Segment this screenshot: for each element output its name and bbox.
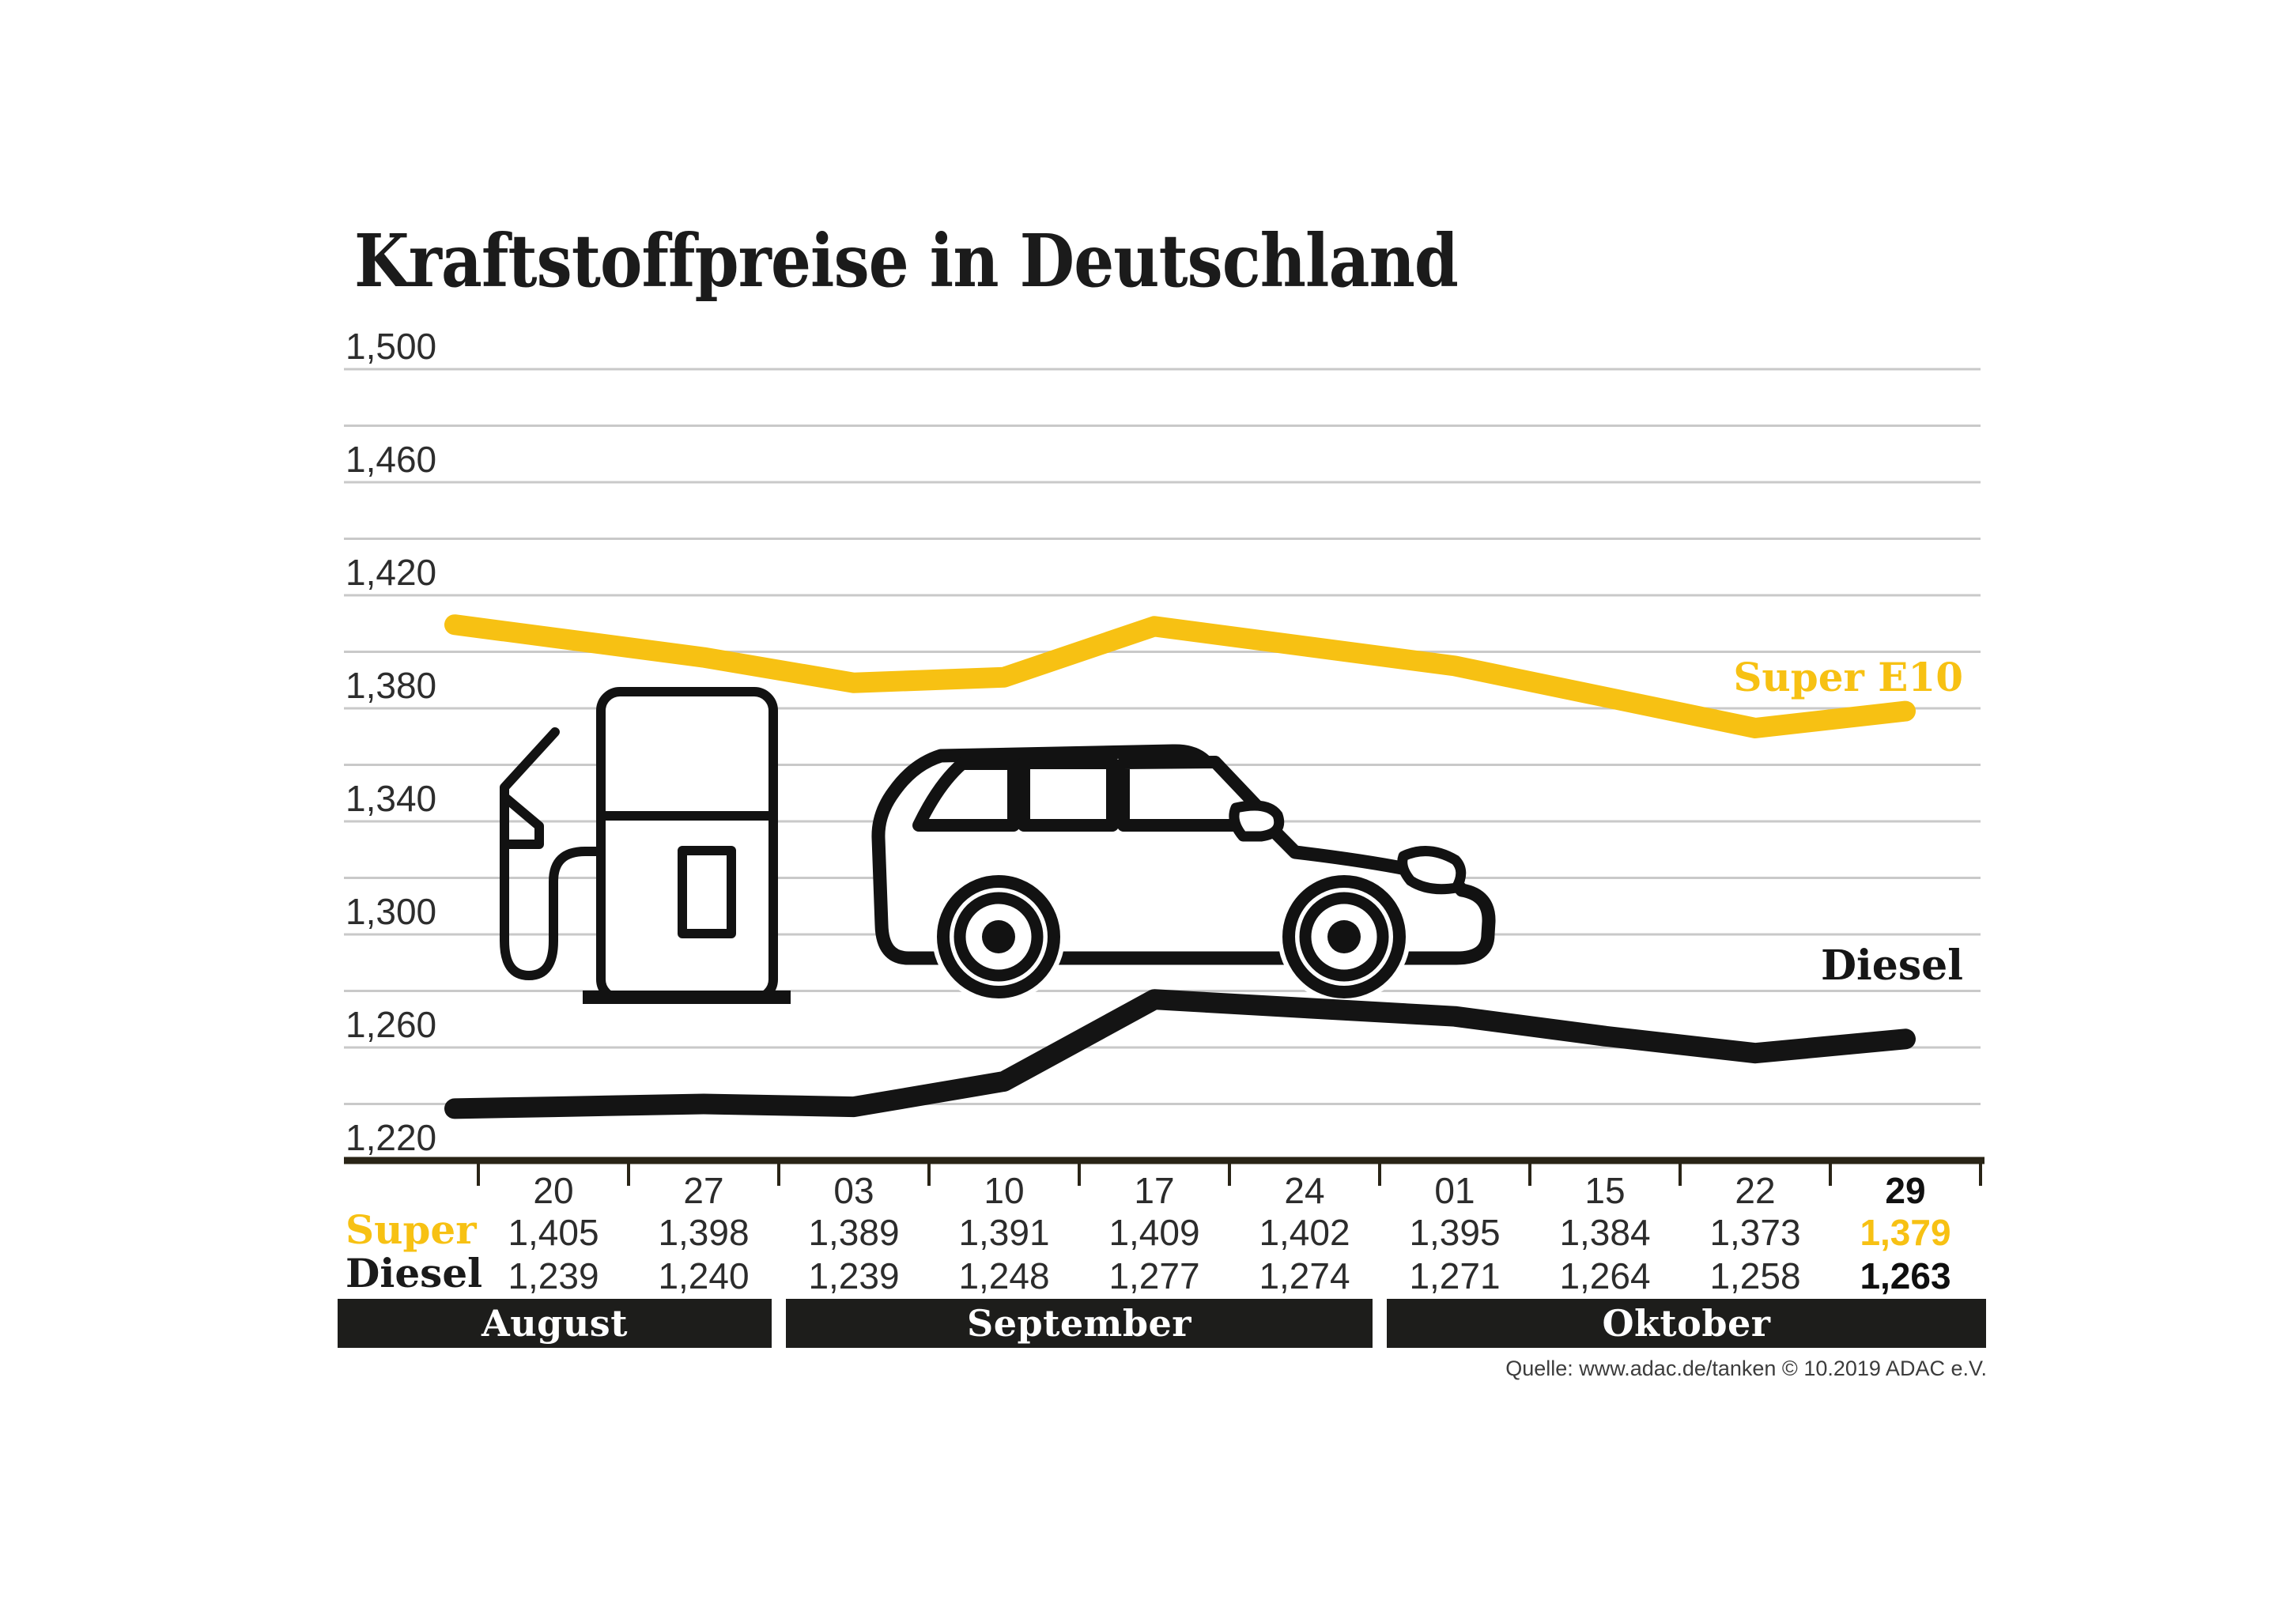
pump-base (583, 991, 791, 1004)
date-row-cell: 22 (1735, 1170, 1776, 1211)
diesel-row-cell: 1,239 (808, 1255, 900, 1296)
super-row-cell: 1,398 (658, 1212, 750, 1253)
row-label-diesel: Diesel (346, 1250, 483, 1296)
y-axis-label: 1,340 (346, 778, 437, 819)
y-axis-label: 1,500 (346, 326, 437, 367)
source-note: Quelle: www.adac.de/tanken © 10.2019 ADA… (1505, 1357, 1987, 1380)
diesel-row-cell: 1,248 (958, 1255, 1050, 1296)
diesel-row-cell: 1,239 (508, 1255, 599, 1296)
super-row-cell: 1,405 (508, 1212, 599, 1253)
car-mirror (1229, 800, 1285, 842)
date-row-cell: 10 (984, 1170, 1025, 1211)
y-axis-label: 1,260 (346, 1004, 437, 1045)
page-title: Kraftstoffpreise in Deutschland (354, 218, 1459, 304)
date-row-cell: 03 (833, 1170, 874, 1211)
date-row-cell: 17 (1134, 1170, 1175, 1211)
date-row-cell: 29 (1885, 1170, 1926, 1211)
line-super-e10 (444, 614, 1916, 738)
date-row-cell: 27 (683, 1170, 724, 1211)
y-axis-label: 1,220 (346, 1117, 437, 1158)
diesel-row-cell: 1,277 (1108, 1255, 1200, 1296)
legend-diesel: Diesel (1820, 942, 1963, 990)
y-axis-label: 1,420 (346, 552, 437, 593)
super-row-cell: 1,409 (1108, 1212, 1200, 1253)
super-row-cell: 1,391 (958, 1212, 1050, 1253)
date-row-cell: 20 (533, 1170, 574, 1211)
month-band-september: September (786, 1299, 1373, 1348)
date-row-cell: 01 (1434, 1170, 1475, 1211)
date-row-cell: 24 (1284, 1170, 1325, 1211)
month-band-oktober: Oktober (1387, 1299, 1986, 1348)
super-row-cell: 1,379 (1860, 1212, 1951, 1253)
diesel-row-cell: 1,271 (1409, 1255, 1501, 1296)
car-wheels (932, 870, 1410, 1003)
line-diesel (444, 989, 1916, 1119)
diesel-row-cell: 1,263 (1860, 1255, 1951, 1296)
row-label-super: Super (346, 1206, 477, 1253)
y-axis-label: 1,460 (346, 439, 437, 480)
month-band-august: August (338, 1299, 772, 1348)
diesel-row-cell: 1,258 (1709, 1255, 1801, 1296)
super-row-cell: 1,395 (1409, 1212, 1501, 1253)
car-icon (871, 744, 1496, 1003)
y-axis-label: 1,300 (346, 891, 437, 932)
super-row-cell: 1,373 (1709, 1212, 1801, 1253)
fuel-pump-icon (500, 687, 791, 1004)
car-headlight (1397, 846, 1467, 895)
legend-super-e10: Super E10 (1733, 654, 1963, 700)
super-row-cell: 1,384 (1559, 1212, 1651, 1253)
super-row-cell: 1,402 (1259, 1212, 1350, 1253)
date-row-cell: 15 (1584, 1170, 1626, 1211)
y-axis-label: 1,380 (346, 665, 437, 706)
diesel-row-cell: 1,240 (658, 1255, 750, 1296)
diesel-row-cell: 1,274 (1259, 1255, 1350, 1296)
diesel-row-cell: 1,264 (1559, 1255, 1651, 1296)
super-row-cell: 1,389 (808, 1212, 900, 1253)
